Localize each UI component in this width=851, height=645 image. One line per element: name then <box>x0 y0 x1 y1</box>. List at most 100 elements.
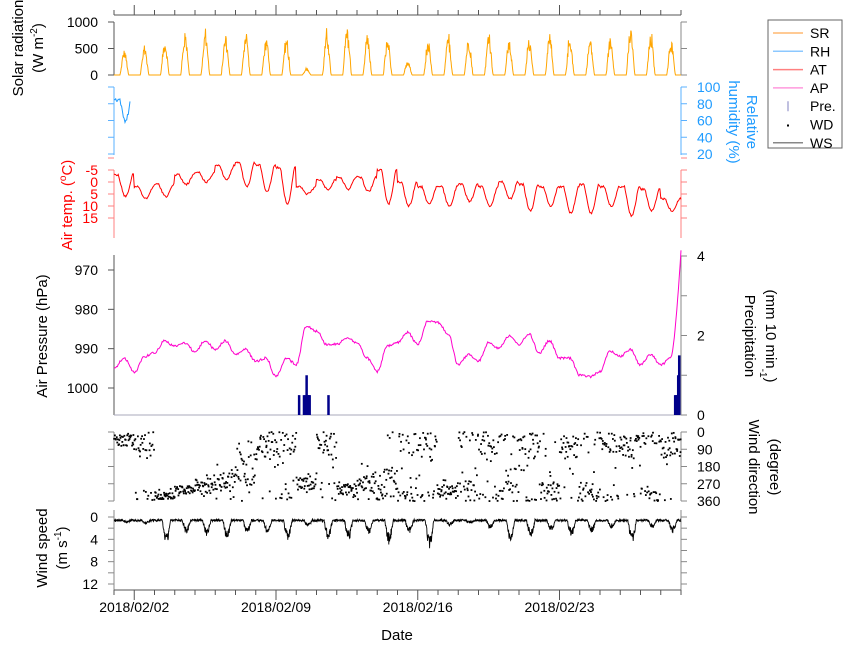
wd-point <box>171 492 174 495</box>
wd-point <box>334 499 337 502</box>
wd-point <box>240 457 243 460</box>
wd-point <box>268 490 271 493</box>
wd-point <box>410 486 412 489</box>
wd-point <box>637 435 640 438</box>
pre-bar <box>297 395 301 415</box>
rh-ytick-label: 60 <box>697 113 713 129</box>
wd-point <box>666 463 668 466</box>
wd-point <box>561 448 564 450</box>
wd-point <box>230 469 233 471</box>
wd-point <box>418 474 421 477</box>
wd-point <box>670 451 672 454</box>
wd-point <box>542 483 544 486</box>
wd-point <box>577 499 579 502</box>
wd-point <box>662 456 665 459</box>
wd-point <box>285 433 288 436</box>
wd-point <box>618 445 621 447</box>
wd-point <box>208 489 211 492</box>
wd-point <box>638 437 641 439</box>
wd-point <box>536 442 539 445</box>
wd-point <box>536 434 538 437</box>
ap-line <box>113 250 682 379</box>
wd-point <box>395 488 398 490</box>
wd-point <box>116 438 119 441</box>
wd-point <box>363 487 366 490</box>
wd-point <box>264 440 267 443</box>
wd-point <box>144 491 147 493</box>
wd-point <box>160 498 163 500</box>
wd-ytick-label: 360 <box>697 493 721 509</box>
wd-point <box>316 436 319 439</box>
wd-point <box>428 494 430 497</box>
wd-point <box>658 440 661 443</box>
legend-label: AP <box>810 80 829 96</box>
wd-point <box>532 442 535 445</box>
wd-point <box>419 496 422 499</box>
wd-point <box>664 441 667 443</box>
wd-point <box>604 500 607 502</box>
wd-point <box>225 481 227 483</box>
at-ylabel: Air temp. (oC) <box>58 160 76 251</box>
wd-point <box>530 498 533 501</box>
wd-point <box>207 485 210 488</box>
wd-point <box>493 453 496 455</box>
wd-point <box>593 498 595 501</box>
wd-point <box>659 439 662 442</box>
wd-point <box>211 482 214 485</box>
wd-point <box>381 493 384 496</box>
wd-point <box>587 451 590 454</box>
wd-point <box>650 435 653 438</box>
wd-point <box>262 436 265 438</box>
wd-point <box>120 435 123 438</box>
wd-point <box>517 438 520 441</box>
wd-point <box>378 498 381 501</box>
wd-point <box>280 439 283 441</box>
wd-point <box>130 434 133 437</box>
wd-point <box>426 432 429 435</box>
wd-point <box>584 484 587 487</box>
wd-point <box>411 496 414 499</box>
wd-point <box>466 487 469 490</box>
wd-point <box>488 442 491 445</box>
wd-point <box>134 491 137 494</box>
wd-point <box>505 481 508 483</box>
wd-point <box>223 482 226 485</box>
at-ytick-label: 15 <box>82 210 98 226</box>
wd-point <box>595 500 598 502</box>
wd-point <box>523 435 526 438</box>
wd-point <box>118 439 121 441</box>
wd-point <box>152 431 155 434</box>
wd-point <box>455 485 458 488</box>
wd-point <box>423 448 425 451</box>
wd-point <box>314 483 317 486</box>
wd-point <box>263 438 266 441</box>
wd-point <box>233 475 236 477</box>
wd-point <box>343 484 345 486</box>
wd-point <box>235 474 238 477</box>
wd-point <box>185 492 188 495</box>
wd-point <box>622 435 625 438</box>
wd-point <box>612 438 614 440</box>
wd-point <box>589 489 592 492</box>
wd-point <box>189 486 192 489</box>
wd-point <box>585 482 588 484</box>
wd-point <box>384 495 387 497</box>
wd-point <box>416 494 419 496</box>
wd-point <box>139 450 141 453</box>
wd-point <box>641 435 644 437</box>
wd-point <box>609 448 612 451</box>
wd-point <box>388 469 390 472</box>
wd-point <box>516 499 518 502</box>
wd-point <box>280 493 283 496</box>
wd-point <box>244 478 247 481</box>
wd-point <box>420 455 423 458</box>
wd-point <box>155 496 158 499</box>
wd-point <box>458 431 461 434</box>
wd-point <box>653 499 656 502</box>
wd-point <box>295 431 298 434</box>
wd-point <box>332 466 334 469</box>
wd-point <box>646 491 649 494</box>
wd-point <box>459 482 461 485</box>
wd-point <box>543 496 546 499</box>
wd-point <box>287 438 289 441</box>
